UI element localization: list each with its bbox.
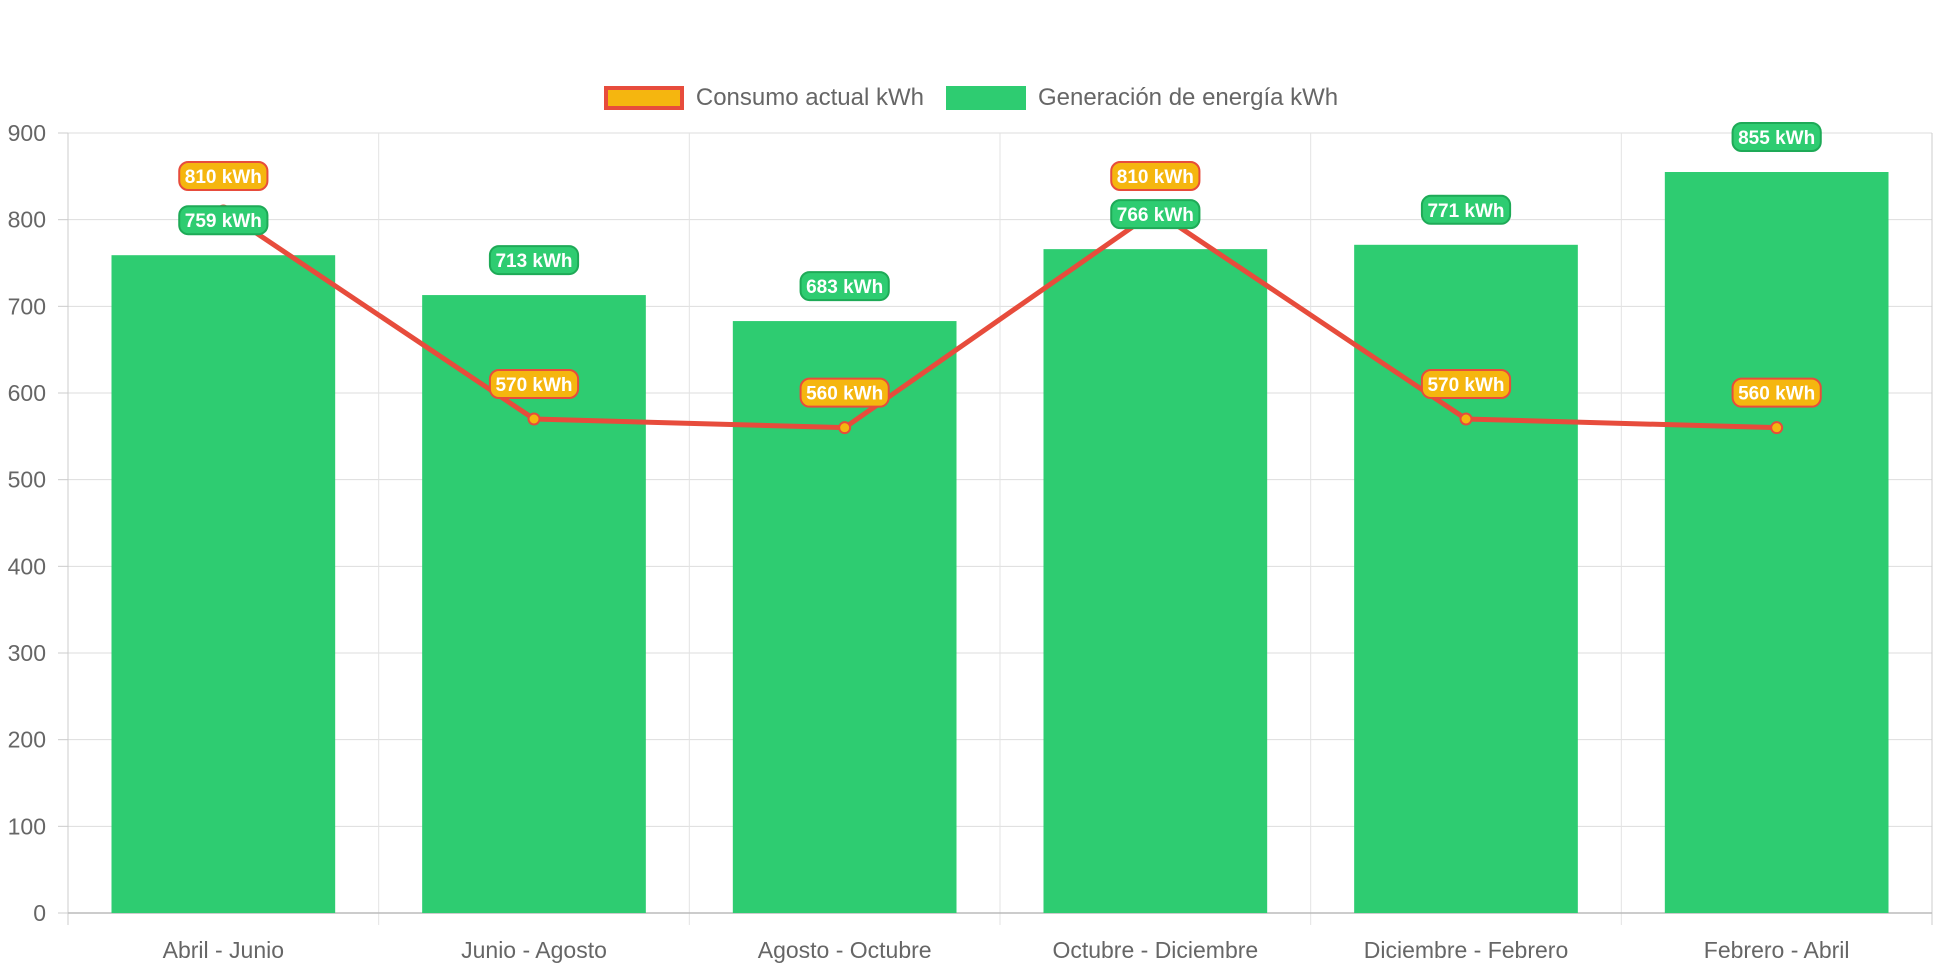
line-data-label-box — [488, 369, 580, 399]
y-tick-label: 200 — [8, 727, 46, 753]
x-tick-label: Agosto - Octubre — [758, 937, 932, 963]
line-point — [1459, 412, 1473, 426]
line-data-label-box — [1110, 161, 1201, 191]
y-tick-label: 900 — [8, 120, 46, 146]
bar-data-label: 766 kWh — [1110, 199, 1201, 230]
line-data-label: 560 kWh — [1731, 377, 1822, 408]
line-data-label: 570 kWh — [1420, 369, 1512, 399]
line-data-label: 810 kWh — [1110, 161, 1201, 191]
line-data-label: 570 kWh — [488, 369, 580, 399]
x-tick-label: Diciembre - Febrero — [1364, 937, 1569, 963]
legend-item-consumo[interactable]: Consumo actual kWh — [603, 84, 924, 112]
legend-swatch-generacion — [945, 86, 1026, 110]
bar — [1043, 249, 1268, 914]
bar — [1664, 172, 1889, 913]
x-tick-label: Octubre - Diciembre — [1052, 937, 1258, 963]
y-tick-label: 800 — [8, 207, 46, 233]
line-data-label: 810 kWh — [178, 161, 269, 191]
line-data-label-text: 570 kWh — [1427, 375, 1504, 396]
line-data-label: 560 kWh — [799, 377, 890, 408]
bar-data-label-box — [1420, 194, 1512, 225]
bar-data-label: 855 kWh — [1731, 122, 1822, 152]
y-tick-label: 600 — [8, 380, 46, 406]
line-data-label-box — [799, 377, 890, 408]
x-tick-label: Febrero - Abril — [1704, 937, 1850, 963]
line-data-label-box — [1731, 377, 1822, 408]
line-data-label-text: 810 kWh — [185, 167, 262, 188]
bar — [732, 321, 957, 914]
line-point — [838, 421, 852, 435]
line-data-label-box — [178, 161, 269, 191]
bar — [1354, 244, 1578, 914]
legend-swatch-consumo — [603, 86, 684, 110]
bar-data-label-text: 766 kWh — [1117, 205, 1194, 226]
bar-data-label: 771 kWh — [1420, 194, 1512, 225]
line-data-label-box — [1420, 369, 1512, 399]
bar-data-label: 683 kWh — [799, 271, 890, 302]
bar-data-label-box — [1110, 199, 1201, 230]
bar-data-label-box — [799, 271, 890, 302]
line-data-label-text: 810 kWh — [1117, 167, 1194, 188]
line-data-label-text: 570 kWh — [495, 375, 572, 396]
bar-data-label-text: 713 kWh — [495, 251, 572, 272]
bar-data-label-text: 759 kWh — [185, 211, 262, 232]
bar-data-label-box — [1731, 122, 1822, 152]
bar-data-label: 713 kWh — [488, 245, 580, 276]
legend-label-generacion: Generación de energía kWh — [1037, 84, 1339, 111]
legend-label-consumo: Consumo actual kWh — [695, 84, 924, 111]
bar-data-label-text: 855 kWh — [1738, 128, 1815, 149]
legend: Consumo actual kWh Generación de energía… — [0, 84, 1942, 112]
bar-data-label-box — [178, 205, 269, 236]
x-tick-label: Junio - Agosto — [461, 937, 607, 963]
line-point — [1770, 421, 1784, 435]
y-tick-label: 0 — [33, 900, 46, 926]
y-tick-label: 300 — [8, 640, 46, 666]
series-line-consumo — [221, 208, 1777, 431]
y-tick-label: 700 — [8, 293, 46, 319]
bar — [111, 255, 336, 913]
bar-data-label: 759 kWh — [178, 205, 269, 236]
bar-data-label-text: 683 kWh — [806, 277, 883, 298]
x-tick-label: Abril - Junio — [163, 937, 284, 963]
line-data-label-text: 560 kWh — [1738, 384, 1815, 405]
y-tick-label: 400 — [8, 553, 46, 579]
bar-data-label-text: 771 kWh — [1427, 201, 1504, 222]
line-point — [527, 412, 541, 426]
legend-item-generacion[interactable]: Generación de energía kWh — [945, 84, 1339, 112]
line-data-label-text: 560 kWh — [806, 384, 883, 405]
y-tick-label: 500 — [8, 467, 46, 493]
bar-data-label-box — [488, 245, 580, 276]
y-tick-label: 100 — [8, 813, 46, 839]
